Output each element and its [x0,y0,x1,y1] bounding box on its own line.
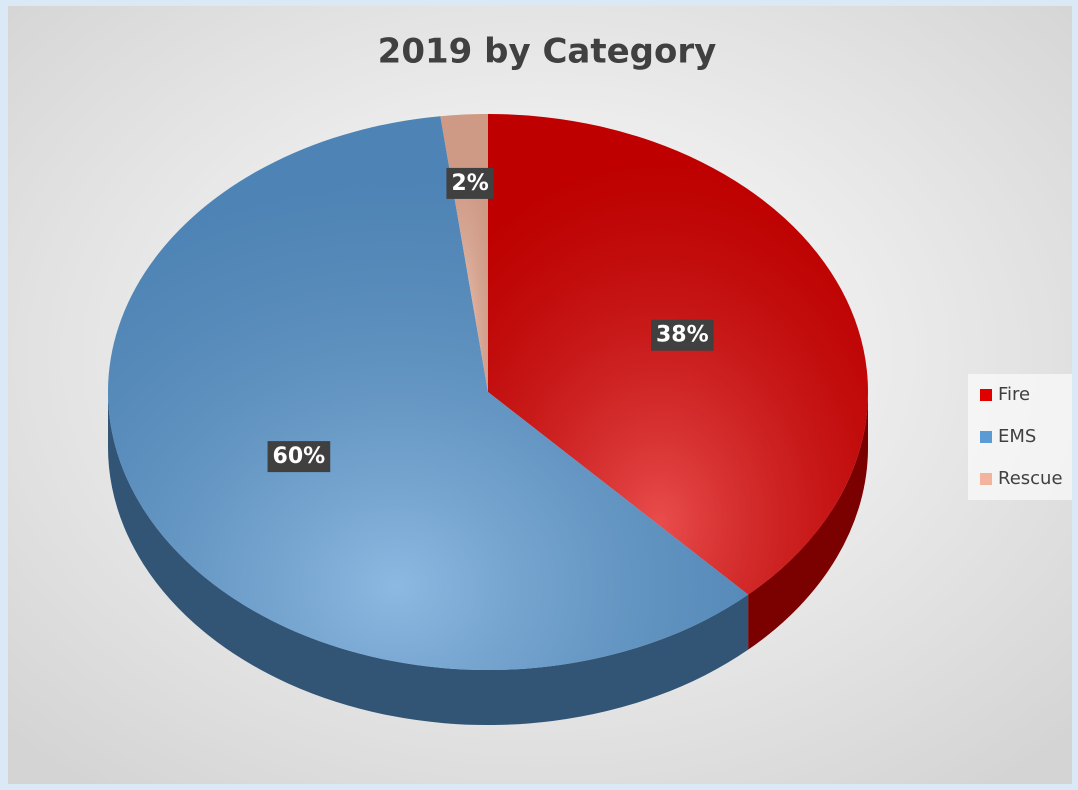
slice-side [108,392,749,725]
legend-swatch [980,473,992,485]
data-label: 2% [451,171,488,196]
data-label: 60% [273,444,326,469]
chart-title: 2019 by Category [378,32,717,72]
slice-shine [488,114,868,595]
data-label-box [446,167,494,199]
legend-label: EMS [998,426,1036,447]
slice-side [748,392,868,650]
data-label: 38% [656,323,709,348]
slice-side-shade [748,392,868,650]
data-label-box [267,441,331,473]
legend-swatch [980,431,992,443]
slice-shine [107,116,749,670]
legend-label: Rescue [998,468,1063,489]
legend-label: Fire [998,384,1030,405]
slice-side-shade [108,392,749,725]
data-label-box [650,319,714,351]
legend-swatch [980,389,992,401]
